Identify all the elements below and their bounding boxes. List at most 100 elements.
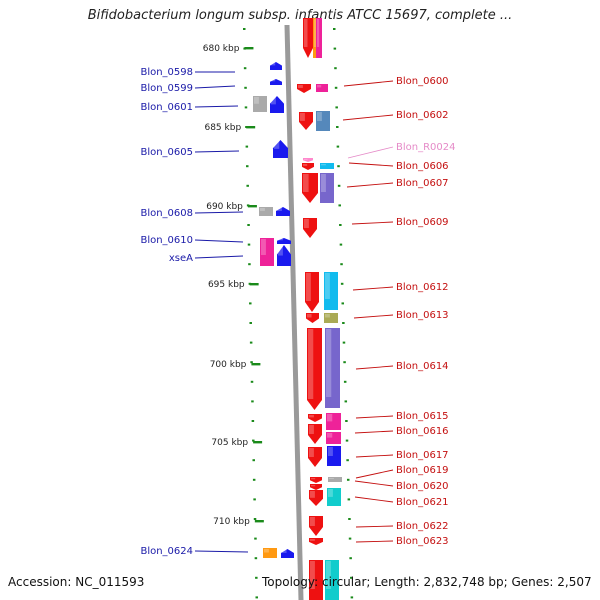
gene-block bbox=[263, 548, 277, 558]
gene-block bbox=[308, 447, 322, 467]
scale-dot bbox=[333, 28, 336, 30]
gene-shading bbox=[311, 485, 316, 487]
gene-shading bbox=[310, 539, 315, 541]
gene-shading bbox=[309, 415, 314, 418]
scale-dot bbox=[243, 28, 246, 30]
scale-dot bbox=[248, 263, 251, 266]
gene-shading bbox=[304, 159, 308, 160]
leader-line bbox=[194, 105, 239, 108]
scale-dot bbox=[251, 420, 255, 422]
gene-shading bbox=[277, 208, 282, 211]
scale-dot bbox=[252, 459, 255, 462]
scale-dot bbox=[336, 126, 339, 128]
gene-shading bbox=[327, 433, 333, 438]
gene-shading bbox=[328, 489, 333, 497]
gene-block bbox=[277, 238, 291, 244]
leader-line bbox=[353, 314, 394, 319]
gene-block bbox=[320, 173, 334, 203]
gene-shading bbox=[271, 97, 276, 105]
leader-line bbox=[355, 365, 394, 370]
gene-block bbox=[303, 218, 317, 238]
scale-dot bbox=[249, 302, 252, 305]
leader-line bbox=[355, 415, 394, 419]
gene-label: Blon_0598 bbox=[140, 67, 193, 78]
map-title: Bifidobacterium longum subsp. infantis A… bbox=[87, 8, 513, 23]
gene-block bbox=[309, 516, 323, 536]
gene-label: Blon_0614 bbox=[396, 361, 449, 372]
scale-dot bbox=[345, 420, 348, 422]
gene-shading bbox=[311, 478, 316, 480]
leader-line bbox=[194, 239, 244, 243]
gene-block bbox=[310, 484, 322, 490]
gene-block bbox=[324, 313, 338, 323]
gene-label: Blon_0599 bbox=[140, 83, 193, 94]
scale-dot bbox=[350, 576, 353, 579]
gene-block bbox=[325, 328, 340, 408]
leader-line bbox=[343, 80, 394, 87]
scale-label: 685 kbp bbox=[204, 123, 241, 133]
gene-shading bbox=[304, 19, 308, 47]
gene-shading bbox=[308, 329, 314, 399]
scale-major-tick bbox=[244, 47, 254, 50]
gene-block bbox=[324, 272, 338, 310]
scale-dot bbox=[246, 165, 249, 168]
gene-label: Blon_0616 bbox=[396, 426, 449, 437]
gene-block bbox=[273, 140, 288, 158]
leader-line bbox=[347, 146, 394, 159]
scale-dot bbox=[339, 243, 343, 246]
scale-dot bbox=[338, 204, 341, 207]
gene-block bbox=[260, 238, 274, 266]
leader-line bbox=[354, 496, 394, 503]
scale-dot bbox=[340, 282, 344, 285]
scale-dot bbox=[347, 498, 351, 501]
gene-label: Blon_R0024 bbox=[396, 142, 456, 153]
gene-shading bbox=[271, 63, 276, 66]
gene-label: Blon_0601 bbox=[140, 102, 193, 113]
gene-block bbox=[308, 414, 322, 422]
gene-label: Blon_0605 bbox=[140, 147, 193, 158]
scale-dot bbox=[343, 361, 346, 364]
scale-dot bbox=[337, 165, 340, 168]
gene-shading bbox=[282, 550, 287, 553]
gene-block bbox=[326, 432, 341, 444]
gene-block bbox=[270, 62, 282, 70]
scale-major-tick bbox=[246, 126, 256, 129]
gene-block bbox=[307, 328, 322, 410]
gene-label: Blon_0621 bbox=[396, 497, 449, 508]
gene-block bbox=[270, 96, 284, 113]
leader-line bbox=[194, 150, 240, 153]
gene-block bbox=[299, 112, 313, 130]
gene-block bbox=[302, 163, 314, 170]
scale-dot bbox=[244, 86, 247, 89]
gene-block bbox=[320, 163, 334, 169]
leader-line bbox=[355, 469, 394, 479]
leader-line bbox=[194, 211, 244, 214]
gene-block bbox=[310, 477, 322, 483]
gene-shading bbox=[306, 273, 311, 301]
scale-dot bbox=[336, 145, 340, 148]
gene-label: Blon_0606 bbox=[396, 161, 449, 172]
gene-label: Blon_0624 bbox=[140, 546, 193, 557]
gene-block bbox=[277, 245, 291, 266]
gene-label: Blon_0613 bbox=[396, 310, 449, 321]
gene-shading bbox=[261, 239, 266, 255]
leader-line bbox=[194, 85, 236, 89]
scale-dot bbox=[348, 537, 352, 540]
gene-block bbox=[281, 549, 294, 558]
gene-shading bbox=[326, 329, 332, 397]
leader-line bbox=[194, 255, 244, 259]
gene-block bbox=[309, 560, 323, 600]
gene-label: Blon_0612 bbox=[396, 282, 449, 293]
gene-label: Blon_0615 bbox=[396, 411, 449, 422]
gene-label: xseA bbox=[169, 253, 193, 264]
gene-shading bbox=[309, 448, 314, 457]
gene-block bbox=[309, 538, 323, 545]
gene-label: Blon_0607 bbox=[396, 178, 449, 189]
scale-major-tick bbox=[249, 283, 259, 286]
scale-dot bbox=[250, 361, 253, 364]
gene-label: Blon_0602 bbox=[396, 110, 449, 121]
scale-dot bbox=[249, 341, 253, 344]
scale-dot bbox=[337, 184, 341, 187]
gene-shading bbox=[303, 164, 308, 166]
